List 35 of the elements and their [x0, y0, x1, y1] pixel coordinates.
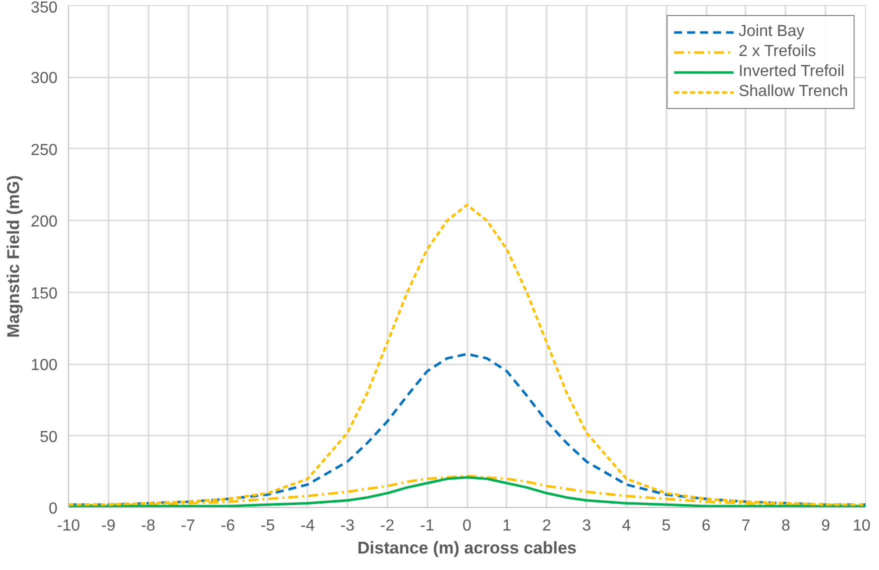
x-tick-label: -5	[260, 518, 275, 534]
x-tick-label: 10	[852, 518, 871, 534]
x-tick-label: -3	[340, 518, 355, 534]
legend-label: Shallow Trench	[738, 83, 848, 101]
y-tick-label: 300	[30, 70, 58, 88]
x-tick-label: -7	[180, 518, 196, 534]
x-tick-label: -2	[380, 518, 395, 534]
x-tick-label: 9	[821, 518, 830, 534]
legend-label: 2 x Trefoils	[738, 43, 816, 61]
x-tick-label: 4	[622, 518, 631, 534]
y-tick-label: 0	[48, 500, 58, 518]
x-tick-label: -8	[141, 518, 156, 534]
x-tick-label: -10	[56, 518, 80, 534]
legend-label: Inverted Trefoil	[738, 63, 844, 81]
x-tick-label: 5	[662, 518, 671, 534]
x-tick-label: 0	[462, 518, 472, 534]
x-tick-label: -1	[420, 518, 434, 534]
x-axis-title: Distance (m) across cables	[357, 538, 577, 558]
y-tick-label: 250	[30, 142, 58, 159]
x-tick-label: 1	[502, 518, 512, 534]
y-tick-label: 200	[30, 214, 58, 231]
y-tick-label: 150	[30, 285, 58, 302]
x-tick-label: 6	[702, 518, 711, 534]
y-axis-title: Magnstic Field (mG)	[4, 175, 23, 338]
y-tick-label: 100	[30, 357, 58, 374]
x-tick-label: -9	[101, 518, 116, 534]
legend-label: Joint Bay	[738, 23, 804, 41]
x-tick-label: -6	[220, 518, 236, 534]
y-tick-label: 50	[40, 428, 58, 446]
x-tick-label: 2	[542, 518, 552, 534]
x-tick-label: 8	[781, 518, 790, 534]
x-tick-label: 7	[742, 518, 750, 534]
x-tick-label: -4	[300, 518, 315, 534]
x-tick-label: 3	[582, 518, 592, 534]
y-tick-label: 350	[30, 0, 58, 16]
